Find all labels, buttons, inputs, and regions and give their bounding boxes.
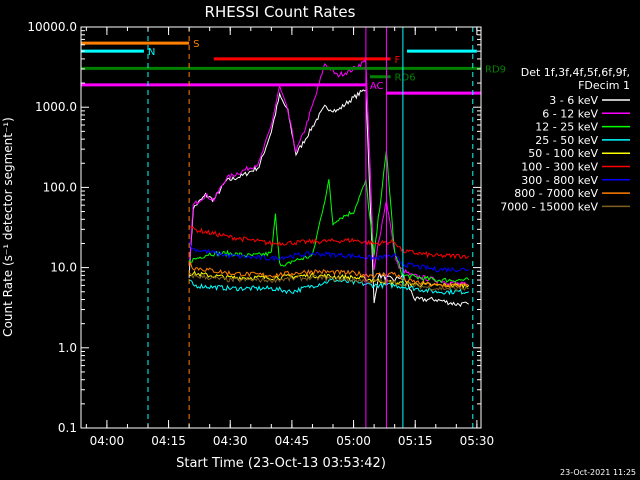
x-tick-label: 04:30	[213, 434, 248, 448]
chart-title: RHESSI Count Rates	[205, 3, 356, 21]
x-axis: 04:00 04:15 04:30 04:45 05:00 05:15 05:30	[85, 27, 495, 448]
y-axis: 0.1 1.0 10.0 100.0 1000.0 10000.0	[27, 20, 481, 435]
legend-label-8: 800 - 7000 keV	[514, 187, 598, 200]
series-line-4	[189, 277, 469, 296]
y-tick-label: 1.0	[58, 341, 77, 355]
flag-label-s: S	[193, 39, 199, 50]
legend-header-line-2: FDecim 1	[578, 79, 630, 92]
flag-label-n: N	[148, 47, 155, 58]
series-line-1	[188, 89, 469, 308]
x-tick-label: 05:15	[398, 434, 433, 448]
legend-label-1: 3 - 6 keV	[549, 94, 598, 107]
series-line-3	[188, 150, 470, 284]
plot-frame	[80, 26, 482, 429]
x-tick-label: 04:00	[90, 434, 125, 448]
y-axis-label: Count Rate (s⁻¹ detector segment⁻¹)	[1, 117, 15, 337]
legend-header-line-1: Det 1f,3f,4f,5f,6f,9f,	[521, 66, 630, 79]
y-tick-label: 100.0	[43, 180, 77, 194]
x-tick-label: 05:00	[336, 434, 371, 448]
x-tick-label: 04:45	[275, 434, 310, 448]
x-tick-label: 05:30	[460, 434, 495, 448]
series-line-8	[189, 262, 469, 289]
footer-timestamp: 23-Oct-2021 11:25	[560, 468, 636, 477]
x-axis-label: Start Time (23-Oct-13 03:53:42)	[176, 456, 386, 471]
flag-label-ac: AC	[370, 81, 384, 92]
x-tick-label: 04:15	[151, 434, 186, 448]
y-tick-label: 10.0	[50, 261, 77, 275]
legend-label-4: 25 - 50 keV	[535, 134, 598, 147]
flag-label-rd6: RD6	[395, 73, 416, 84]
series-line-7	[188, 241, 470, 273]
legend-label-5: 50 - 100 keV	[528, 147, 598, 160]
y-tick-label: 0.1	[58, 421, 77, 435]
y-tick-label: 1000.0	[35, 100, 77, 114]
legend-label-7: 300 - 800 keV	[521, 174, 598, 187]
legend-label-2: 6 - 12 keV	[542, 107, 598, 120]
legend: Det 1f,3f,4f,5f,6f,9f, FDecim 1 3 - 6 ke…	[500, 66, 630, 213]
y-tick-label: 10000.0	[27, 20, 77, 34]
series-line-6	[188, 225, 470, 260]
legend-label-9: 7000 - 15000 keV	[500, 200, 598, 213]
plot-area: N S F RD9 RD6 AC	[80, 27, 506, 428]
series-line-9	[188, 272, 469, 292]
legend-label-6: 100 - 300 keV	[521, 161, 598, 174]
flag-label-rd9: RD9	[485, 64, 506, 75]
legend-label-3: 12 - 25 keV	[535, 121, 598, 134]
flag-label-f: F	[395, 55, 401, 66]
